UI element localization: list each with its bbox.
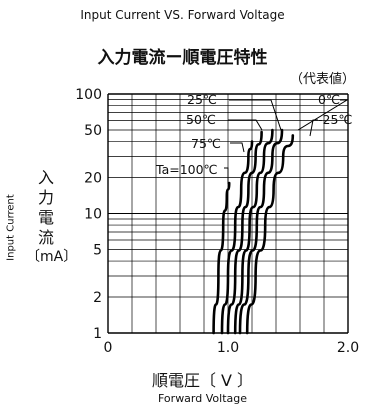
series-line xyxy=(238,128,284,335)
y-tick-label: 10 xyxy=(84,207,102,223)
x-tick-label: 1.0 xyxy=(217,340,239,356)
curve-label-leader xyxy=(224,167,229,184)
y-tick-label: 50 xyxy=(84,123,102,139)
y-axis-label-jp-3: 電 xyxy=(38,208,55,227)
series-line xyxy=(220,140,254,335)
y-axis-label-jp-2: 力 xyxy=(38,188,55,207)
series-line xyxy=(226,130,263,335)
y-axis-label-jp-4: 流 xyxy=(38,228,55,247)
curve-label: 50℃ xyxy=(186,112,216,127)
curve-label: 25℃ xyxy=(187,92,217,107)
x-axis-label-jp: 順電圧〔 V 〕 xyxy=(151,371,254,390)
curve-label-leader xyxy=(229,99,282,131)
y-tick-label: 2 xyxy=(93,290,102,306)
y-tick-label: 1 xyxy=(93,326,102,342)
y-axis-label-jp-1: 入 xyxy=(38,168,55,187)
series-line xyxy=(245,134,295,335)
chart-title-jp: 入力電流ー順電圧特性 xyxy=(97,48,268,68)
curve-label-leader xyxy=(228,119,263,131)
x-axis-label-en: Forward Voltage xyxy=(158,392,247,405)
x-tick-label: 2.0 xyxy=(337,340,359,356)
series-line xyxy=(212,181,231,335)
x-tick-label: 0 xyxy=(104,340,113,356)
series-line xyxy=(233,128,274,335)
curve-label: 75℃ xyxy=(191,136,221,151)
y-tick-label: 100 xyxy=(75,87,102,103)
curve-label: Ta=100℃ xyxy=(155,162,218,177)
y-tick-label: 20 xyxy=(84,171,102,187)
curve-label-leader xyxy=(230,142,245,153)
typical-value-note: （代表値） xyxy=(290,72,356,87)
y-tick-label: 5 xyxy=(93,242,102,258)
curve-label: 0℃ xyxy=(318,92,340,107)
curve-label: -25℃ xyxy=(318,112,352,127)
y-axis-unit: 〔mA〕 xyxy=(26,249,78,265)
chart-title-en: Input Current VS. Forward Voltage xyxy=(80,8,285,22)
curve-label-leader xyxy=(309,119,318,137)
